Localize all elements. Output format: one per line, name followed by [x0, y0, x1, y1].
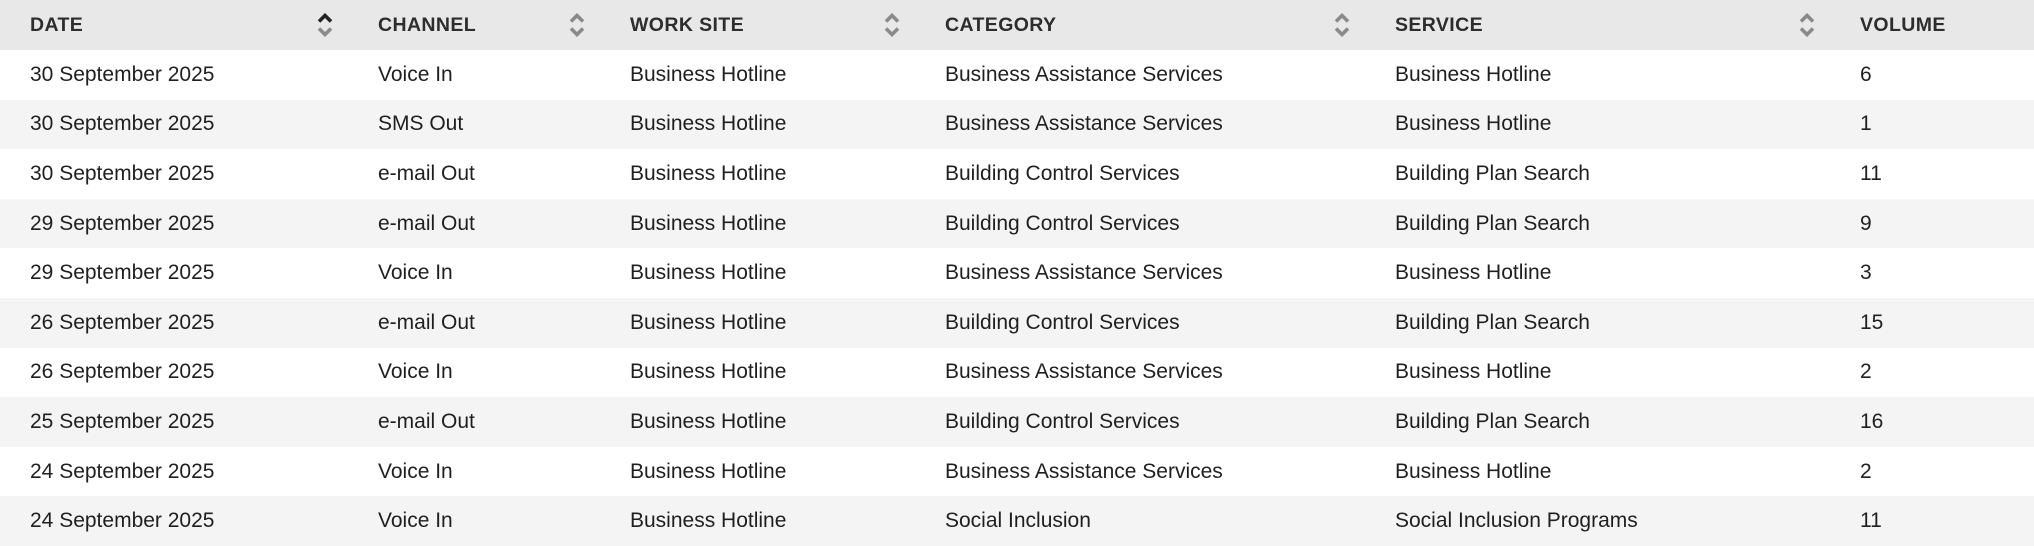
table-header: DATE CHANNEL — [0, 0, 2034, 50]
cell-channel: e-mail Out — [348, 149, 600, 199]
cell-work-site: Business Hotline — [600, 50, 915, 100]
sort-arrows-icon[interactable] — [883, 13, 901, 37]
table-row: 29 September 2025 e-mail Out Business Hotl… — [0, 198, 2034, 249]
column-label-channel: CHANNEL — [378, 13, 477, 36]
table-row: 25 September 2025 e-mail Out Business Hotl… — [0, 397, 2034, 447]
cell-volume: 2 — [1830, 446, 2034, 497]
cell-service: Business Hotline — [1365, 50, 1830, 100]
cell-service: Building Plan Search — [1365, 149, 1830, 199]
sort-arrows-icon[interactable] — [316, 13, 334, 37]
cell-volume: 11 — [1830, 149, 2034, 199]
cell-channel: Voice In — [348, 347, 600, 398]
cell-category: Building Control Services — [915, 297, 1365, 348]
header-row: DATE CHANNEL — [0, 0, 2034, 50]
cell-channel: e-mail Out — [348, 397, 600, 447]
cell-date: 29 September 2025 — [0, 198, 348, 249]
sort-arrows-icon[interactable] — [1798, 13, 1816, 37]
cell-channel: Voice In — [348, 248, 600, 298]
cell-date: 25 September 2025 — [0, 397, 348, 447]
table-row: 24 September 2025 Voice In Business Hotlin… — [0, 446, 2034, 497]
cell-category: Building Control Services — [915, 397, 1365, 447]
column-header-date[interactable]: DATE — [0, 0, 348, 50]
cell-volume: 3 — [1830, 248, 2034, 298]
table-body: 30 September 2025 Voice In Business Hotlin… — [0, 50, 2034, 546]
cell-category: Business Assistance Services — [915, 99, 1365, 150]
cell-work-site: Business Hotline — [600, 496, 915, 546]
cell-volume: 6 — [1830, 50, 2034, 100]
cell-channel: Voice In — [348, 446, 600, 497]
cell-work-site: Business Hotline — [600, 99, 915, 150]
cell-work-site: Business Hotline — [600, 248, 915, 298]
cell-category: Business Assistance Services — [915, 347, 1365, 398]
cell-date: 30 September 2025 — [0, 50, 348, 100]
cell-date: 26 September 2025 — [0, 347, 348, 398]
cell-service: Business Hotline — [1365, 99, 1830, 150]
cell-channel: e-mail Out — [348, 198, 600, 249]
cell-volume: 15 — [1830, 297, 2034, 348]
column-header-category[interactable]: CATEGORY — [915, 0, 1365, 50]
cell-category: Business Assistance Services — [915, 446, 1365, 497]
cell-date: 29 September 2025 — [0, 248, 348, 298]
cell-category: Business Assistance Services — [915, 50, 1365, 100]
cell-volume: 11 — [1830, 496, 2034, 546]
cell-channel: e-mail Out — [348, 297, 600, 348]
table-row: 30 September 2025 SMS Out Business Hotline… — [0, 99, 2034, 150]
cell-service: Business Hotline — [1365, 248, 1830, 298]
cell-volume: 2 — [1830, 347, 2034, 398]
cell-work-site: Business Hotline — [600, 446, 915, 497]
cell-work-site: Business Hotline — [600, 198, 915, 249]
cell-channel: Voice In — [348, 496, 600, 546]
cell-volume: 9 — [1830, 198, 2034, 249]
cell-service: Building Plan Search — [1365, 397, 1830, 447]
table-row: 30 September 2025 Voice In Business Hotlin… — [0, 50, 2034, 100]
column-label-volume: VOLUME — [1860, 13, 1946, 36]
sort-arrows-icon[interactable] — [568, 13, 586, 37]
cell-category: Business Assistance Services — [915, 248, 1365, 298]
table-row: 24 September 2025 Voice In Business Hotlin… — [0, 496, 2034, 546]
cell-date: 24 September 2025 — [0, 496, 348, 546]
column-header-channel[interactable]: CHANNEL — [348, 0, 600, 50]
column-header-service[interactable]: SERVICE — [1365, 0, 1830, 50]
cell-category: Building Control Services — [915, 198, 1365, 249]
cell-service: Social Inclusion Programs — [1365, 496, 1830, 546]
cell-service: Building Plan Search — [1365, 297, 1830, 348]
cell-date: 30 September 2025 — [0, 149, 348, 199]
column-label-date: DATE — [30, 13, 84, 36]
cell-category: Building Control Services — [915, 149, 1365, 199]
column-header-volume[interactable]: VOLUME — [1830, 0, 2034, 50]
cell-date: 30 September 2025 — [0, 99, 348, 150]
column-header-work-site[interactable]: WORK SITE — [600, 0, 915, 50]
cell-work-site: Business Hotline — [600, 397, 915, 447]
cell-channel: SMS Out — [348, 99, 600, 150]
cell-channel: Voice In — [348, 50, 600, 100]
column-label-service: SERVICE — [1395, 13, 1483, 36]
table-row: 26 September 2025 Voice In Business Hotlin… — [0, 347, 2034, 398]
cell-service: Building Plan Search — [1365, 198, 1830, 249]
cell-date: 26 September 2025 — [0, 297, 348, 348]
table-row: 26 September 2025 e-mail Out Business Hotl… — [0, 297, 2034, 348]
cell-work-site: Business Hotline — [600, 149, 915, 199]
cell-service: Business Hotline — [1365, 347, 1830, 398]
column-label-work-site: WORK SITE — [630, 13, 745, 36]
cell-category: Social Inclusion — [915, 496, 1365, 546]
cell-date: 24 September 2025 — [0, 446, 348, 497]
cell-volume: 1 — [1830, 99, 2034, 150]
cell-service: Business Hotline — [1365, 446, 1830, 497]
cell-work-site: Business Hotline — [600, 297, 915, 348]
table-row: 29 September 2025 Voice In Business Hotlin… — [0, 248, 2034, 298]
column-label-category: CATEGORY — [945, 13, 1057, 36]
table-row: 30 September 2025 e-mail Out Business Hotl… — [0, 149, 2034, 199]
sort-arrows-icon[interactable] — [1333, 13, 1351, 37]
cell-work-site: Business Hotline — [600, 347, 915, 398]
cell-volume: 16 — [1830, 397, 2034, 447]
